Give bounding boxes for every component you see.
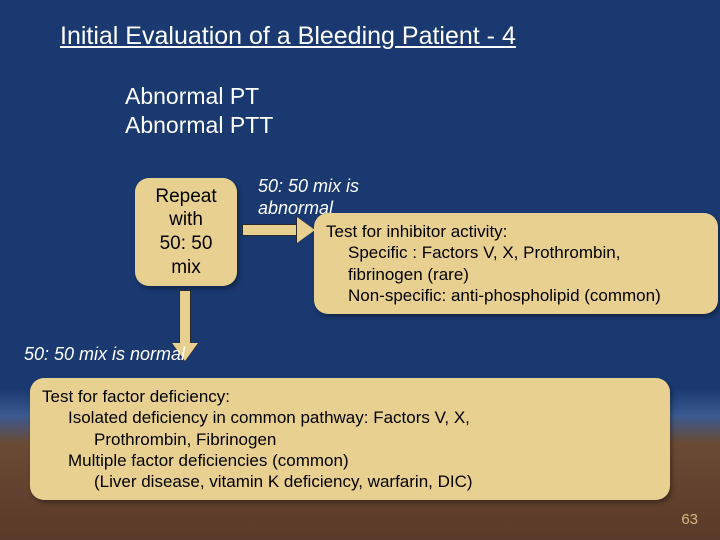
inhibitor-line-2: Specific : Factors V, X, Prothrombin,: [348, 242, 708, 263]
repeat-line-1: Repeat: [155, 185, 216, 209]
repeat-line-3: 50: 50: [160, 232, 213, 256]
inhibitor-line-1: Test for inhibitor activity:: [326, 221, 708, 242]
header-line-1: Abnormal PT: [125, 82, 273, 111]
mix-normal-label: 50: 50 mix is normal: [24, 344, 185, 365]
slide: Initial Evaluation of a Bleeding Patient…: [0, 0, 720, 540]
repeat-line-2: with: [169, 208, 203, 232]
mix-abnormal-line-1: 50: 50 mix is: [258, 176, 359, 198]
repeat-line-4: mix: [171, 256, 201, 280]
page-number: 63: [681, 511, 698, 528]
inhibitor-line-3: fibrinogen (rare): [348, 264, 708, 285]
deficiency-line-3: Prothrombin, Fibrinogen: [94, 429, 658, 450]
deficiency-line-1: Test for factor deficiency:: [42, 386, 658, 407]
inhibitor-node: Test for inhibitor activity: Specific : …: [314, 213, 718, 314]
repeat-mix-node: Repeat with 50: 50 mix: [135, 178, 237, 286]
slide-title: Initial Evaluation of a Bleeding Patient…: [60, 22, 516, 51]
deficiency-line-4: Multiple factor deficiencies (common): [68, 450, 658, 471]
arrow-right-icon: [242, 219, 314, 241]
header-line-2: Abnormal PTT: [125, 111, 273, 140]
header-block: Abnormal PT Abnormal PTT: [125, 82, 273, 140]
deficiency-node: Test for factor deficiency: Isolated def…: [30, 378, 670, 500]
deficiency-line-2: Isolated deficiency in common pathway: F…: [68, 407, 658, 428]
inhibitor-line-4: Non-specific: anti-phospholipid (common): [348, 285, 708, 306]
deficiency-line-5: (Liver disease, vitamin K deficiency, wa…: [94, 471, 658, 492]
